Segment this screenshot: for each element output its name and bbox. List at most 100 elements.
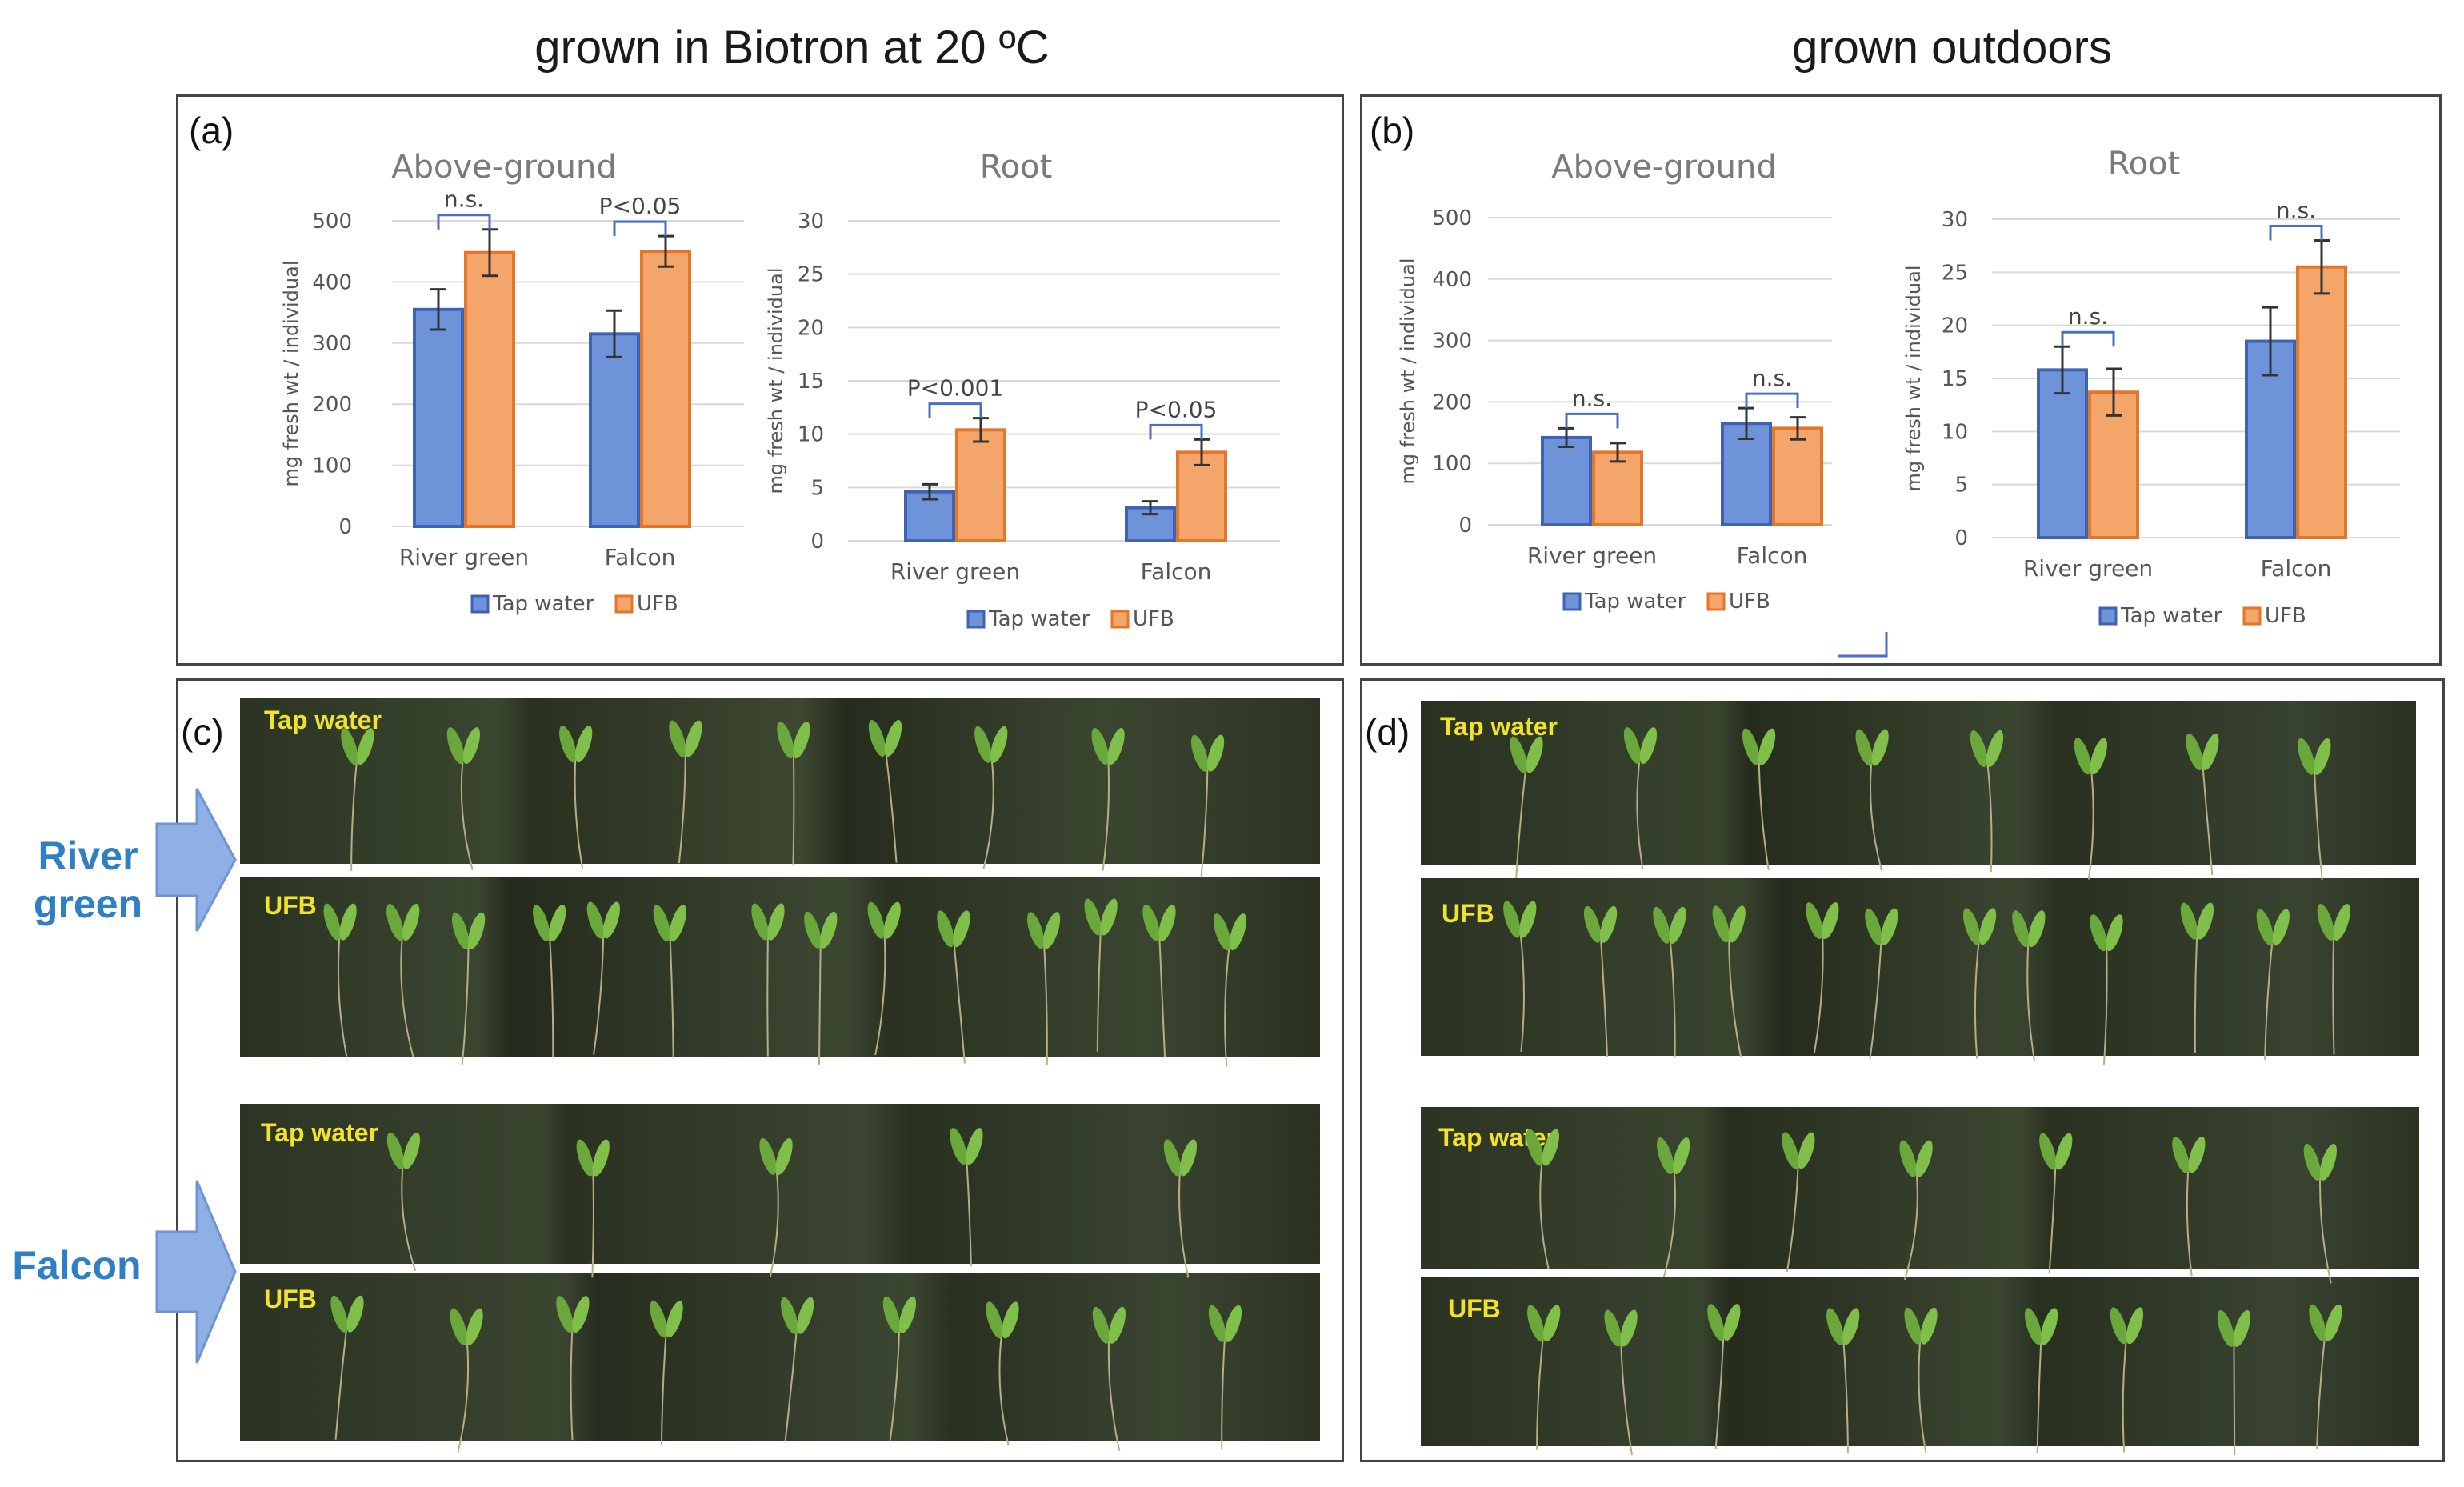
y-tick-label: 300 (1432, 330, 1472, 354)
photo-label: UFB (264, 891, 317, 920)
y-tick-label: 5 (810, 476, 824, 500)
y-axis-label: mg fresh wt / individual (1397, 258, 1419, 485)
y-tick-label: 30 (1942, 208, 1968, 232)
bar-charts: Above-ground 0 100 200 300 400 5 0 0 mg fresh wt … (280, 146, 2400, 631)
legend-label: Tap water (1584, 590, 1686, 614)
significance-bracket (613, 220, 667, 237)
bar-ufb (1592, 450, 1643, 526)
panel-label-c: (c) (181, 711, 224, 753)
significance-label: n.s. (2276, 198, 2316, 224)
panel-label-b: (b) (1370, 110, 1415, 151)
y-tick-label: 400 (1432, 268, 1472, 292)
photo-d-river-ufb: UFB (1421, 878, 2419, 1056)
bar-tap-water (1541, 435, 1592, 526)
bar-ufb (2296, 265, 2347, 539)
significance-label: P<0.05 (599, 193, 682, 219)
photo-d-falcon-tap: Tap water (1421, 1107, 2419, 1269)
photo-d-river-tap: Tap water (1421, 701, 2416, 865)
legend-swatch (614, 594, 634, 614)
significance-label: n.s. (1572, 385, 1612, 411)
bar-ufb (1176, 450, 1227, 542)
significance-bracket (1565, 412, 1619, 429)
photo-label: Tap water (264, 706, 382, 734)
y-tick-label: 0 (338, 515, 352, 539)
y-tick-label: 300 (312, 332, 352, 356)
heading-biotron: grown in Biotron at 20 ºC (534, 22, 1050, 74)
arrow-river-green (155, 788, 237, 932)
significance-label: n.s. (444, 186, 484, 213)
heading-outdoors: grown outdoors (1792, 22, 2112, 74)
y-tick-label: 100 (1432, 452, 1472, 476)
bar-ufb (955, 428, 1006, 542)
y-tick-label: 200 (1432, 390, 1472, 414)
bar-tap-water (1721, 422, 1772, 527)
legend-swatch (2098, 606, 2118, 626)
photo-label: UFB (1448, 1294, 1501, 1323)
photo-d-falcon-ufb: UFB (1421, 1277, 2419, 1446)
legend-swatch (2242, 606, 2262, 626)
bar-tap-water (413, 307, 464, 528)
chart-title: Above-ground (391, 149, 616, 186)
y-axis-label: mg fresh wt / individual (1902, 266, 1925, 492)
x-tick-label: River green (1527, 542, 1657, 569)
x-tick-label: Falcon (2261, 555, 2332, 582)
y-tick-label: 200 (312, 393, 352, 417)
photo-label: UFB (1442, 899, 1494, 928)
legend-label: UFB (1133, 607, 1174, 631)
legend-label: Tap water (2120, 604, 2222, 628)
significance-bracket (2269, 225, 2323, 241)
x-tick-label: River green (890, 558, 1020, 585)
y-tick-label: 400 (312, 270, 352, 294)
x-tick-label: Falcon (1737, 542, 1808, 569)
legend-swatch (966, 610, 986, 629)
significance-bracket (2061, 330, 2115, 347)
bar-tap-water (1125, 506, 1176, 543)
bar-ufb (1772, 426, 1823, 527)
x-tick-label: River green (399, 544, 529, 570)
legend-label: UFB (637, 592, 678, 616)
y-tick-label: 5 (1954, 474, 1968, 498)
legend-label: UFB (1729, 590, 1770, 614)
bar-tap-water (2037, 368, 2088, 539)
legend-label: Tap water (492, 592, 594, 616)
x-tick-label: Falcon (605, 544, 676, 570)
x-tick-label: River green (2023, 555, 2153, 582)
panel-label-a: (a) (189, 110, 234, 151)
photo-c-river-ufb: UFB (240, 877, 1320, 1057)
chart-title: Above-ground (1551, 149, 1776, 186)
photo-label: UFB (264, 1285, 317, 1313)
photo-c-river-tap: Tap water (240, 698, 1320, 864)
variety-label-river-green: River green (33, 833, 143, 926)
significance-bracket (437, 214, 491, 230)
x-tick-label: Falcon (1141, 558, 1212, 585)
y-axis-label: mg fresh wt / individual (765, 268, 787, 494)
bar-ufb (464, 250, 515, 528)
variety-label-falcon: Falcon (12, 1243, 142, 1288)
y-tick-label: 25 (798, 263, 824, 287)
y-tick-label: 15 (1942, 367, 1968, 391)
significance-label: P<0.05 (1135, 396, 1218, 422)
significance-bracket (928, 402, 982, 418)
bar-ufb (640, 250, 691, 528)
significance-bracket (1745, 392, 1799, 409)
y-tick-label: 25 (1942, 261, 1968, 285)
y-tick-label: 0 (810, 530, 824, 554)
y-tick-label: 10 (1942, 420, 1968, 444)
photo-label: Tap water (261, 1118, 378, 1147)
y-tick-label: 30 (798, 210, 824, 234)
photo-label: Tap water (1438, 1123, 1556, 1152)
legend-swatch (1706, 592, 1726, 611)
arrow-falcon (155, 1180, 237, 1364)
legend-swatch (1110, 610, 1130, 629)
y-tick-label: 20 (1942, 314, 1968, 338)
legend-label: UFB (2265, 604, 2306, 628)
corner-mark (1838, 632, 1888, 658)
legend-label: Tap water (988, 607, 1090, 631)
y-tick-label: 0 (1954, 526, 1968, 550)
bar-tap-water (589, 332, 640, 528)
chart-title: Root (980, 149, 1053, 186)
significance-label: n.s. (2068, 303, 2108, 330)
y-tick-label: 10 (798, 423, 824, 447)
photo-c-falcon-ufb: UFB (240, 1273, 1320, 1441)
significance-label: n.s. (1752, 365, 1792, 391)
